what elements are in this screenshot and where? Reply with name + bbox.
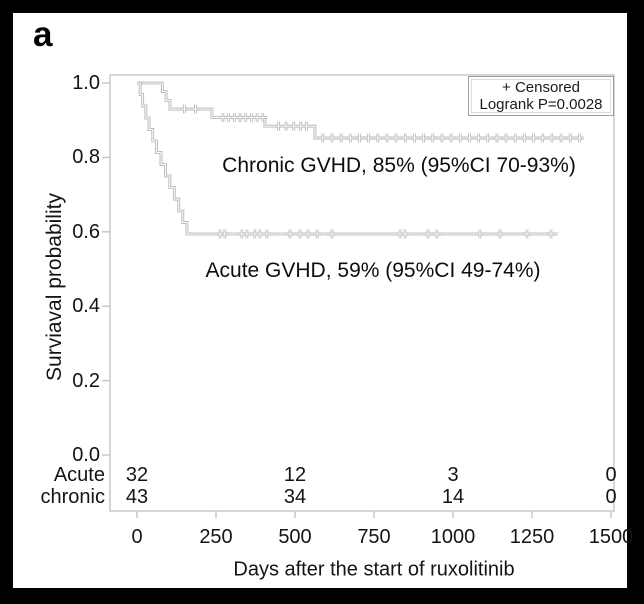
y-tick-label: 0.0 bbox=[72, 444, 100, 466]
risk-count: 12 bbox=[283, 464, 307, 486]
acute-annotation: Acute GVHD, 59% (95%CI 49-74%) bbox=[205, 259, 541, 282]
curve-core bbox=[179, 104, 584, 143]
y-tick-label: 0.2 bbox=[72, 369, 100, 392]
risk-row-label-acute: Acute bbox=[53, 464, 105, 486]
x-tick-label: 1250 bbox=[509, 526, 555, 548]
y-tick-label: 0.8 bbox=[72, 146, 100, 169]
figure-content: a Surviaval probability Days after the s… bbox=[13, 13, 633, 588]
x-tick-label: 750 bbox=[357, 526, 391, 548]
plot-frame bbox=[109, 74, 615, 512]
panel-label: a bbox=[33, 15, 53, 54]
risk-count: 43 bbox=[125, 486, 149, 508]
y-tick-label: 1.0 bbox=[72, 72, 100, 94]
x-tick-label: 0 bbox=[131, 526, 143, 548]
curve-core bbox=[215, 229, 556, 239]
risk-count: 3 bbox=[447, 464, 459, 486]
x-axis-title: Days after the start of ruxolitinib bbox=[233, 558, 515, 581]
risk-count: 34 bbox=[283, 486, 307, 508]
logrank-label: Logrank P=0.0028 bbox=[479, 96, 603, 113]
chronic-annotation: Chronic GVHD, 85% (95%CI 70-93%) bbox=[222, 154, 576, 177]
curve-core bbox=[137, 82, 558, 235]
legend-box: + Censored Logrank P=0.0028 bbox=[468, 76, 614, 116]
survival-plot bbox=[102, 74, 615, 518]
censored-legend-label: + Censored bbox=[502, 79, 580, 96]
y-tick-label: 0.4 bbox=[72, 295, 100, 318]
risk-count: 14 bbox=[441, 486, 465, 508]
x-tick-label: 1500 bbox=[588, 526, 634, 548]
x-tick-label: 1000 bbox=[430, 526, 476, 548]
risk-count: 0 bbox=[605, 486, 617, 508]
y-tick-label: 0.6 bbox=[72, 220, 100, 243]
x-tick-label: 250 bbox=[199, 526, 233, 548]
risk-row-label-chronic: chronic bbox=[40, 486, 105, 508]
risk-count: 0 bbox=[605, 464, 617, 486]
risk-count: 32 bbox=[125, 464, 149, 486]
x-tick-label: 500 bbox=[278, 526, 312, 548]
